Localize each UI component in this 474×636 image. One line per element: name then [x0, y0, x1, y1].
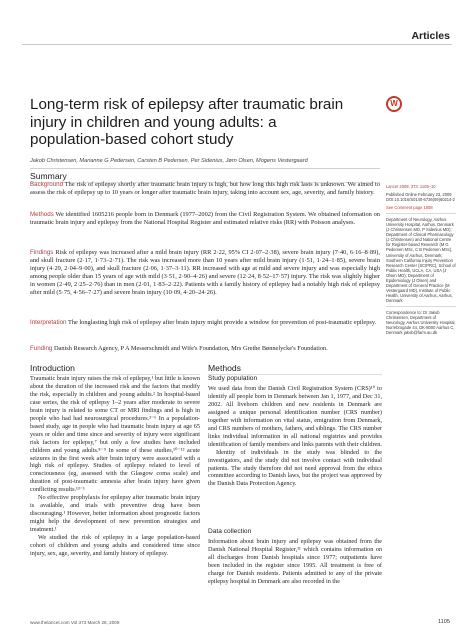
comment-link[interactable]: See Comment page 1058	[386, 205, 433, 211]
published-online-text: Published Online February 23, 2009 DOI:1…	[386, 192, 455, 203]
introduction-paragraph: Traumatic brain injury raises the risk o…	[30, 375, 200, 494]
author-list: Jakob Christensen, Marianne G Pedersen, …	[30, 158, 308, 164]
summary-divider	[30, 182, 380, 183]
introduction-heading: Introduction	[30, 363, 75, 373]
methods-paragraph: We used data from the Danish Civil Regis…	[208, 385, 382, 448]
abstract-findings-text: Risk of epilepsy was increased after a m…	[30, 249, 380, 296]
abstract-findings: Findings Risk of epilepsy was increased …	[30, 249, 380, 297]
citation-text: Lancet 2009; 373: 1105–10	[386, 184, 436, 189]
data-collection-heading: Data collection	[208, 528, 252, 535]
abstract-background-label: Background	[30, 181, 64, 188]
article-title: Long-term risk of epilepsy after traumat…	[30, 96, 344, 148]
article-sidebar: Lancet 2009; 373: 1105–10 Published Onli…	[386, 184, 456, 338]
abstract-background: Background The risk of epilepsy shortly …	[30, 181, 380, 197]
affiliations-text: Department of Neurology, Aarhus Universi…	[386, 217, 456, 303]
abstract-interpretation-label: Interpretation	[30, 319, 67, 326]
data-collection-body: Information about brain injury and epile…	[208, 538, 382, 586]
study-population-body: We used data from the Danish Civil Regis…	[208, 385, 382, 488]
sidebar-divider	[386, 305, 456, 307]
abstract-interpretation: Interpretation The longlasting high risk…	[30, 319, 380, 327]
abstract-funding-label: Funding	[30, 345, 53, 352]
correspondence-text: Correspondence to: Dr Jakob Christensen,…	[386, 309, 456, 336]
abstract-methods: Methods We identified 1605216 people bor…	[30, 211, 380, 227]
abstract-background-text: The risk of epilepsy shortly after traum…	[30, 181, 380, 196]
methods-paragraph: Information about brain injury and epile…	[208, 538, 382, 585]
introduction-body: Traumatic brain injury raises the risk o…	[30, 375, 200, 558]
header-divider	[22, 44, 452, 45]
page-number: 1105	[437, 619, 450, 625]
study-population-heading: Study population	[208, 375, 258, 382]
abstract-methods-label: Methods	[30, 211, 54, 218]
authors-divider	[30, 168, 380, 169]
header-band: Articles	[0, 0, 474, 46]
journal-logo-icon: W	[386, 96, 402, 112]
methods-divider	[208, 374, 382, 375]
abstract-findings-label: Findings	[30, 249, 54, 256]
methods-paragraph: Identity of individuals in the study was…	[208, 448, 382, 488]
introduction-paragraph: No effective prophylaxis for epilepsy af…	[30, 494, 200, 534]
abstract-methods-text: We identified 1605216 people born in Den…	[30, 211, 380, 226]
footer-journal-info: www.thelancet.com Vol 373 March 28, 2009	[30, 620, 120, 625]
abstract-interpretation-text: The longlasting high risk of epilepsy af…	[67, 319, 377, 326]
summary-heading: Summary	[30, 171, 67, 181]
section-label: Articles	[411, 30, 450, 42]
abstract-funding: Funding Danish Research Agency, P A Mess…	[30, 345, 380, 353]
introduction-paragraph: We studied the risk of epilepsy in a lar…	[30, 534, 200, 557]
sidebar-divider	[386, 213, 456, 215]
introduction-divider	[30, 374, 200, 375]
abstract-funding-text: Danish Research Agency, P A Messerschmid…	[53, 345, 328, 352]
methods-heading: Methods	[208, 363, 241, 373]
